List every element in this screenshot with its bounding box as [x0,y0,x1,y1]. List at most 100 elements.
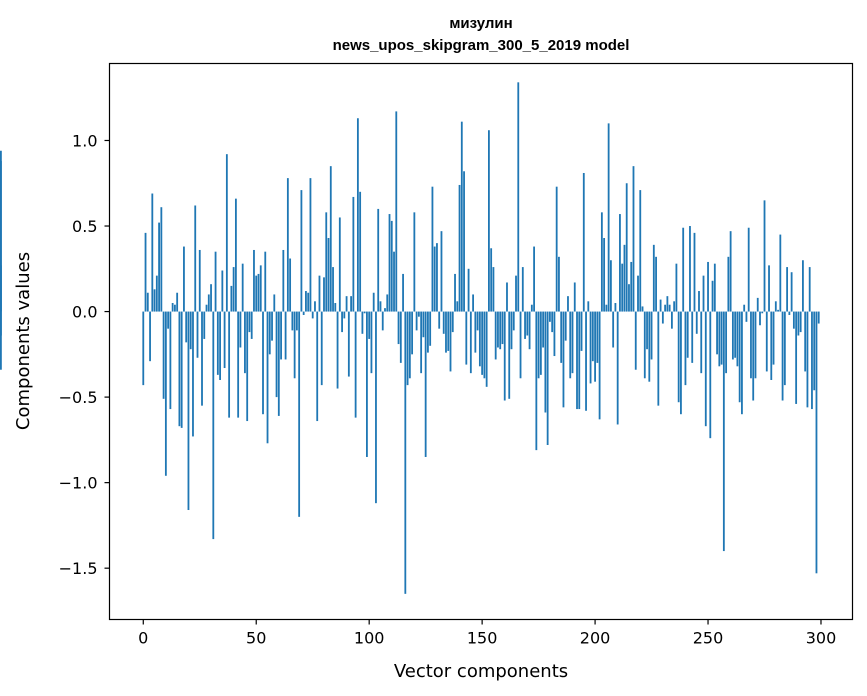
bar-85 [334,303,337,312]
bar-281 [777,309,779,312]
bar-88 [341,311,343,333]
bar-109 [388,214,391,312]
bar-99 [366,311,368,457]
bar-224 [648,311,651,382]
bar-100 [368,311,371,339]
bar-123 [420,311,423,374]
y-axis-ticks: −1.5 −1.0 −0.5 0.0 0.5 1.0 [59,131,110,578]
bar-135 [447,311,450,351]
bar-35 [221,270,224,312]
bar-191 [573,282,576,312]
bar-13 [171,303,174,312]
bar-263 [736,311,739,367]
bar-208 [612,311,615,348]
bar-162 [508,311,511,399]
bar-226 [652,244,655,312]
bar-295 [808,267,811,312]
x-tick-label: 200 [580,629,611,648]
bar-112 [395,111,398,312]
bar-168 [521,267,524,312]
bar-122 [417,311,420,317]
bar-291 [799,311,802,333]
bar-184 [558,256,560,312]
bar-105 [379,301,382,312]
bar-193 [578,311,581,410]
bar-245 [695,311,698,334]
bar-132 [440,231,443,312]
bar-48 [250,311,253,339]
bar-117 [406,311,409,386]
bar-264 [738,311,741,403]
bar-209 [614,303,617,312]
bar-124 [422,311,425,338]
bar-206 [607,123,610,312]
bar-111 [393,251,395,312]
bar-65 [289,258,292,312]
bar-287 [790,272,793,312]
bar-229 [659,299,662,312]
bar-139 [456,301,459,312]
bar-17 [180,311,183,428]
bar-49 [253,249,255,312]
bar-252 [711,280,714,312]
bar-120 [413,212,416,312]
bar-128 [431,186,434,312]
bar-46 [246,311,249,422]
bar-62 [282,249,285,312]
bar-244 [693,232,696,312]
bar-160 [503,311,506,401]
bar-186 [562,311,565,408]
bar-235 [673,301,676,312]
bar-230 [661,311,664,324]
bar-7 [158,222,160,312]
bar-137 [451,311,454,333]
bar-5 [153,289,156,312]
bar-89 [343,311,346,319]
bar-196 [585,311,587,411]
bar-215 [628,284,630,312]
bar-272 [756,297,759,312]
bar-203 [600,212,603,312]
bar-78 [318,275,321,312]
bar-104 [377,208,380,312]
bar-141 [460,121,463,312]
bar-241 [686,311,689,358]
bar-41 [234,198,237,312]
bar-42 [237,311,240,418]
bar-81 [325,212,328,312]
bar-84 [332,267,334,312]
bar-279 [772,311,775,365]
bar-108 [386,294,389,312]
bar-98 [363,311,366,314]
bar-71 [302,311,305,315]
bar-152 [485,311,488,387]
bar-6 [155,275,158,312]
bar-11 [167,311,170,329]
bar-91 [347,311,350,377]
bar-273 [759,311,761,326]
bar-23 [194,205,197,312]
bar-74 [309,178,312,312]
bar-126 [427,311,429,353]
bar-262 [734,311,737,358]
bar-222 [643,311,646,379]
bar-30 [210,284,212,312]
bar-52 [259,265,262,312]
bar-54 [264,251,267,312]
bar-158 [499,311,502,350]
y-tick-label: 0.0 [72,303,97,322]
bar-77 [316,311,319,422]
bar-253 [713,263,716,312]
bar-236 [675,263,678,312]
bar-95 [356,118,359,312]
bar-228 [657,311,660,406]
bar-270 [752,311,755,401]
bar-142 [463,171,465,312]
bar-285 [786,267,789,312]
bar-38 [228,311,231,418]
bar-57 [271,311,273,341]
bar-257 [722,311,725,552]
bar-31 [212,311,215,540]
bar-133 [442,311,445,334]
bar-151 [483,311,486,379]
